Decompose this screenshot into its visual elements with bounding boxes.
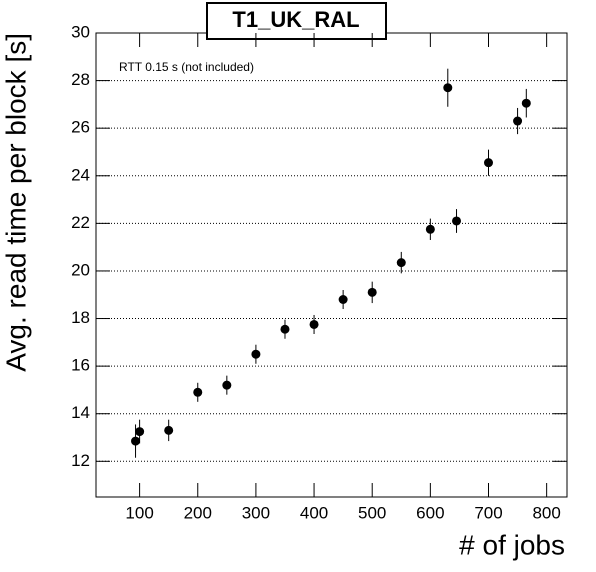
data-point	[338, 295, 348, 305]
data-point	[222, 380, 232, 390]
y-tick-label: 28	[71, 70, 90, 89]
data-point	[443, 83, 453, 93]
annotation: RTT 0.15 s (not included)	[119, 60, 254, 74]
y-tick-label: 14	[71, 403, 90, 422]
data-point	[193, 387, 203, 397]
y-tick-label: 18	[71, 308, 90, 327]
data-point	[396, 258, 406, 268]
y-tick-label: 20	[71, 260, 90, 279]
x-tick-label: 300	[242, 503, 270, 522]
y-tick-label: 30	[71, 22, 90, 41]
data-point	[309, 319, 319, 329]
data-point	[251, 349, 261, 359]
data-point	[425, 224, 435, 234]
data-point	[367, 287, 377, 297]
data-point	[484, 158, 493, 168]
y-tick-label: 26	[71, 118, 90, 137]
y-tick-label: 22	[71, 213, 90, 232]
x-tick-label: 800	[532, 503, 560, 522]
y-tick-label: 24	[71, 165, 90, 184]
x-axis-label: # of jobs	[459, 529, 565, 560]
chart-title: T1_UK_RAL	[232, 7, 359, 32]
data-point	[452, 216, 462, 226]
y-tick-label: 12	[71, 451, 90, 470]
x-tick-label: 200	[184, 503, 212, 522]
x-tick-label: 600	[416, 503, 444, 522]
data-point	[135, 427, 145, 437]
data-point	[131, 436, 141, 446]
x-tick-label: 400	[300, 503, 328, 522]
title-box	[206, 2, 387, 40]
x-tick-label: 700	[474, 503, 502, 522]
data-point	[280, 324, 290, 334]
x-tick-label: 100	[125, 503, 153, 522]
y-axis-label: Avg. read time per block [s]	[0, 33, 31, 372]
x-tick-label: 500	[358, 503, 386, 522]
data-point	[521, 98, 531, 108]
y-tick-label: 16	[71, 356, 90, 375]
data-point	[164, 425, 174, 435]
data-point	[513, 116, 523, 126]
